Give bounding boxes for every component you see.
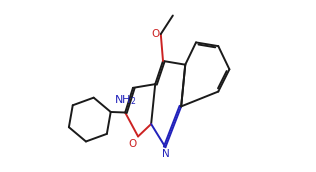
Text: O: O (128, 139, 136, 149)
Text: N: N (161, 149, 169, 159)
Text: NH$_2$: NH$_2$ (114, 93, 137, 107)
Text: O: O (151, 29, 159, 39)
